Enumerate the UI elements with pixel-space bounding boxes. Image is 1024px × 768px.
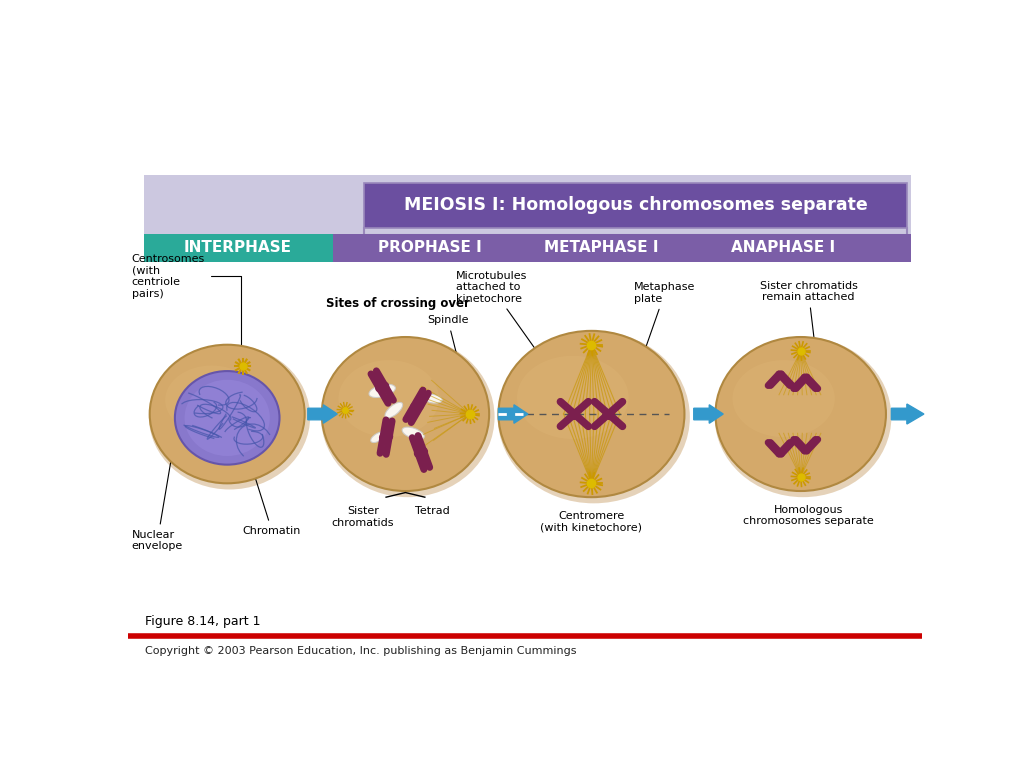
Ellipse shape	[715, 337, 891, 497]
Ellipse shape	[499, 331, 684, 497]
Text: MEIOSIS I: Homologous chromosomes separate: MEIOSIS I: Homologous chromosomes separa…	[403, 197, 867, 214]
FancyArrow shape	[499, 405, 528, 423]
FancyBboxPatch shape	[143, 233, 910, 262]
Text: Figure 8.14, part 1: Figure 8.14, part 1	[145, 615, 260, 628]
Text: PROPHASE I: PROPHASE I	[379, 240, 482, 255]
FancyBboxPatch shape	[143, 175, 910, 235]
Text: Microtubules
attached to
kinetochore: Microtubules attached to kinetochore	[456, 270, 574, 404]
Ellipse shape	[732, 360, 835, 437]
Text: Copyright © 2003 Pearson Education, Inc. publishing as Benjamin Cummings: Copyright © 2003 Pearson Education, Inc.…	[145, 646, 577, 656]
Ellipse shape	[385, 402, 402, 418]
Ellipse shape	[716, 337, 886, 491]
Ellipse shape	[498, 331, 690, 503]
Ellipse shape	[184, 379, 270, 456]
Ellipse shape	[339, 360, 439, 437]
Text: Tetrad: Tetrad	[415, 506, 450, 516]
Text: Sister chromatids
remain attached: Sister chromatids remain attached	[760, 281, 857, 353]
Ellipse shape	[322, 337, 489, 491]
Ellipse shape	[517, 356, 629, 439]
Text: Chromatin: Chromatin	[240, 429, 301, 535]
Text: ANAPHASE I: ANAPHASE I	[731, 240, 835, 255]
Text: Centromere
(with kinetochore): Centromere (with kinetochore)	[541, 511, 642, 533]
FancyBboxPatch shape	[365, 183, 907, 227]
Ellipse shape	[175, 371, 280, 465]
Text: Nuclear
envelope: Nuclear envelope	[132, 452, 183, 551]
Text: INTERPHASE: INTERPHASE	[184, 240, 292, 255]
Ellipse shape	[150, 345, 305, 483]
Ellipse shape	[371, 432, 386, 442]
Ellipse shape	[321, 337, 495, 497]
FancyArrow shape	[693, 405, 723, 423]
Ellipse shape	[402, 427, 424, 439]
Text: Sister
chromatids: Sister chromatids	[332, 506, 394, 528]
Ellipse shape	[165, 366, 258, 435]
Text: Metaphase
plate: Metaphase plate	[624, 283, 695, 412]
FancyArrow shape	[308, 405, 337, 423]
Text: Spindle: Spindle	[427, 316, 469, 404]
Text: Centrosomes
(with
centriole
pairs): Centrosomes (with centriole pairs)	[132, 253, 241, 363]
FancyBboxPatch shape	[143, 233, 334, 262]
Text: Sites of crossing over: Sites of crossing over	[326, 297, 470, 310]
Text: Homologous
chromosomes separate: Homologous chromosomes separate	[743, 505, 873, 527]
Ellipse shape	[148, 345, 310, 489]
Ellipse shape	[423, 394, 442, 403]
FancyArrow shape	[891, 404, 924, 424]
Text: METAPHASE I: METAPHASE I	[544, 240, 658, 255]
Ellipse shape	[369, 384, 395, 398]
